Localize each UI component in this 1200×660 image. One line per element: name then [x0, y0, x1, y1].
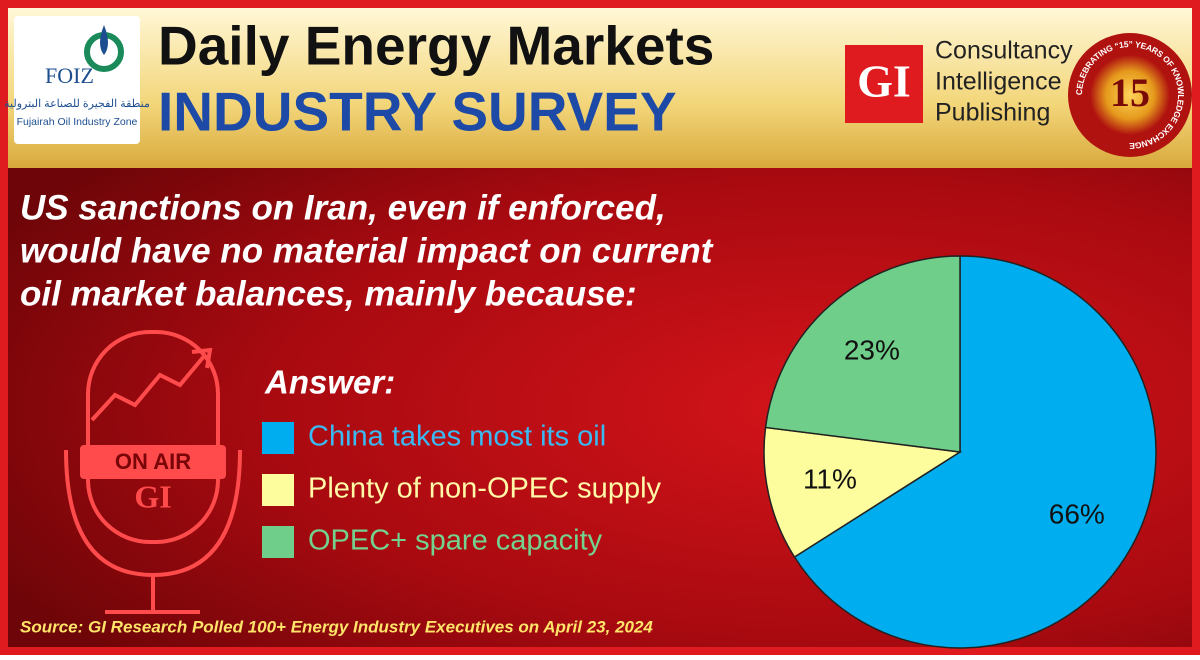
slice-label: 66% [1049, 499, 1105, 530]
gi-logo-mark: GI [857, 56, 911, 107]
foiz-english: Fujairah Oil Industry Zone [17, 116, 138, 128]
foiz-logo-box [14, 16, 140, 144]
slice-label: 23% [844, 334, 900, 365]
slice-label: 11% [803, 463, 857, 494]
header-band [8, 8, 1192, 168]
pie-slice [793, 255, 1157, 649]
subtitle: INDUSTRY SURVEY [158, 81, 677, 143]
question-line: oil market balances, mainly because: [20, 274, 637, 313]
pie-slice [764, 255, 961, 453]
badge-inner [1090, 55, 1170, 135]
legend-swatch [262, 474, 294, 506]
foiz-arabic: منطقة الفجيرة للصناعة البترولية [4, 98, 150, 110]
microphone [64, 330, 242, 614]
legend-label: China takes most its oil [308, 421, 606, 453]
question-line: would have no material impact on current [20, 231, 714, 270]
legend-label: OPEC+ spare capacity [308, 525, 603, 557]
gi-line: Intelligence [935, 68, 1061, 96]
gi-line: Consultancy [935, 37, 1073, 65]
gi-logo-box [845, 45, 923, 123]
question-line: US sanctions on Iran, even if enforced, [20, 188, 666, 227]
legend-swatch [262, 526, 294, 558]
source: Source: GI Research Polled 100+ Energy I… [20, 617, 653, 636]
legend-label: Plenty of non-OPEC supply [308, 473, 662, 505]
legend: China takes most its oil Plenty of non-OP… [262, 421, 662, 558]
mic-mark: GI [134, 478, 171, 514]
legend-title: Answer: [264, 364, 395, 401]
legend-swatch [262, 422, 294, 454]
on-air-sign [80, 445, 226, 479]
on-air-text: ON AIR [115, 449, 191, 474]
foiz-drop [100, 25, 108, 55]
gi-line: Publishing [935, 99, 1050, 127]
pie-slice [763, 426, 963, 559]
foiz-name: FOIZ [45, 63, 94, 88]
title: Daily Energy Markets [158, 15, 714, 77]
pie-chart: 66% 11% 23% [763, 255, 1157, 649]
badge-number: 15 [1110, 70, 1150, 115]
